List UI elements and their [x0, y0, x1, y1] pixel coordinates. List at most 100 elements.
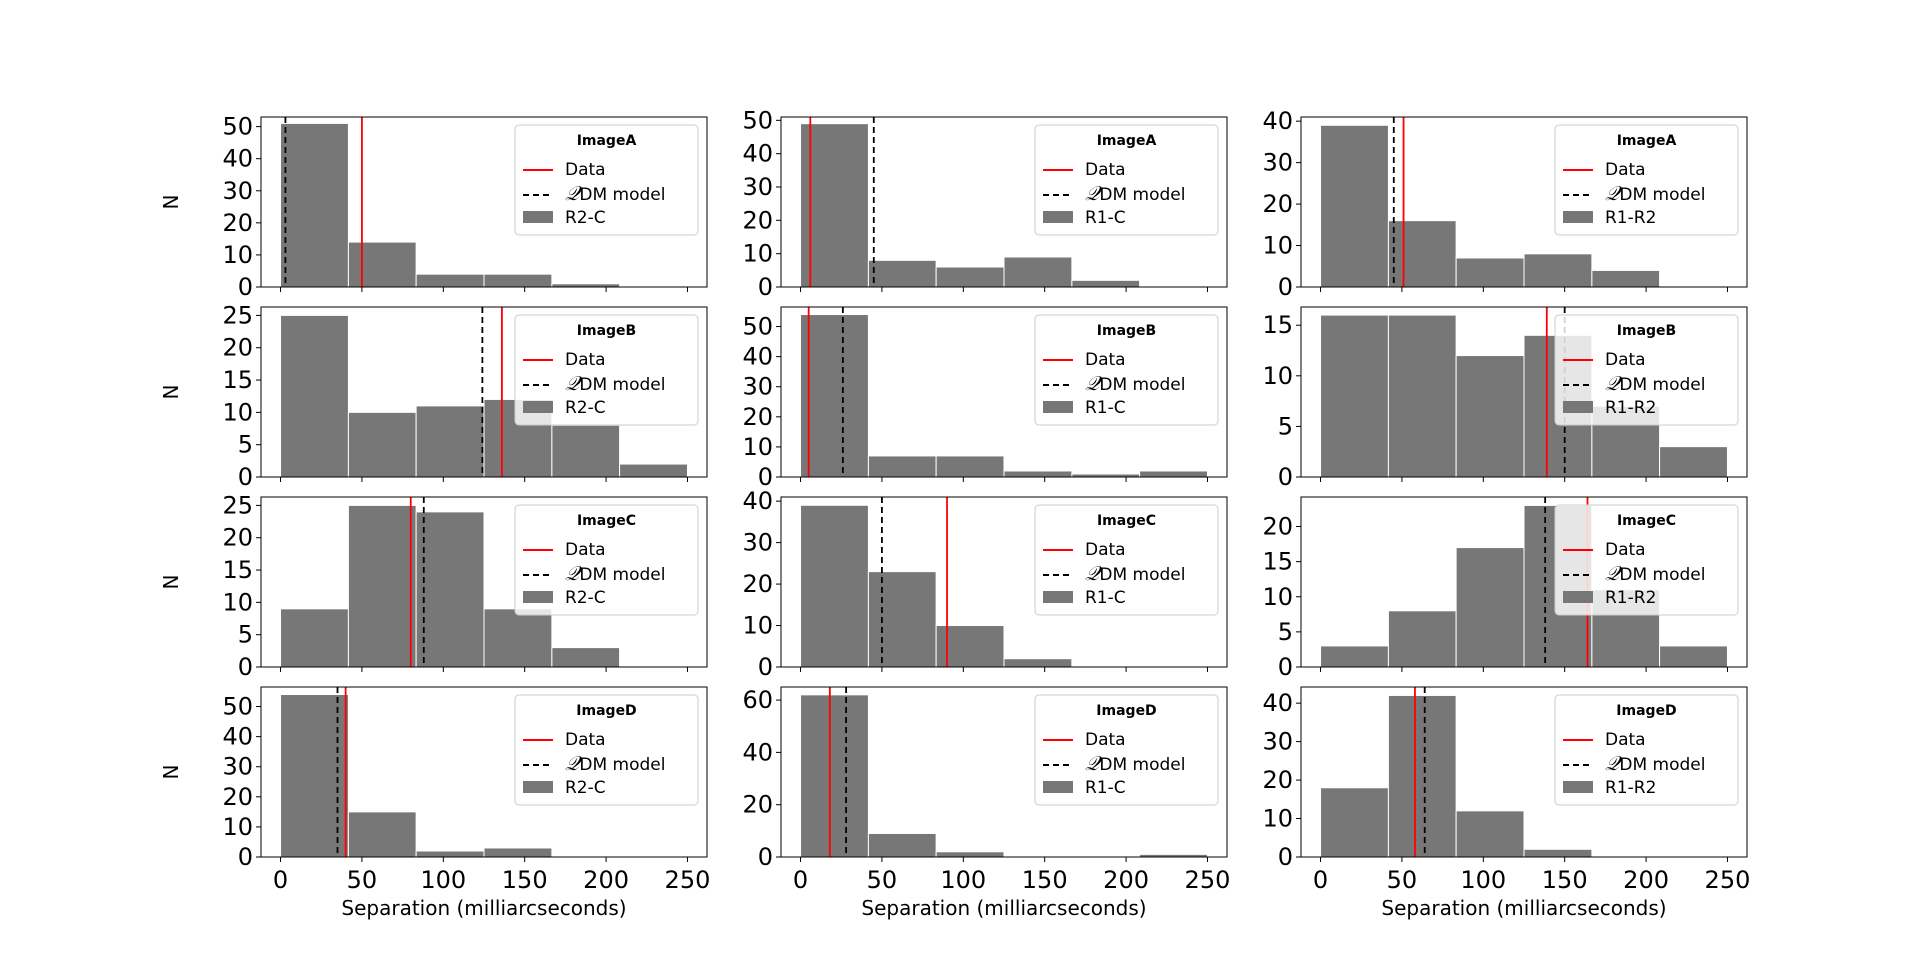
histogram-bar [1523, 253, 1593, 288]
legend-model-prefix: 𝒬 [1605, 371, 1623, 395]
y-tick-label: 20 [222, 334, 253, 362]
y-tick-label: 10 [1262, 583, 1293, 611]
y-tick-label: 0 [758, 273, 773, 301]
y-axis-label: N [159, 765, 183, 780]
histogram-bar [1591, 269, 1661, 288]
legend-title: ImageC [1097, 513, 1156, 529]
y-tick-label: 5 [1278, 412, 1293, 440]
x-tick-label: 250 [1705, 866, 1751, 894]
histogram-bar [347, 504, 417, 668]
axes-frame [260, 686, 708, 858]
legend-data-label: Data [1085, 160, 1126, 180]
legend-model-text: DM model [579, 375, 665, 395]
histogram-bar [1003, 256, 1073, 288]
legend-box [1554, 124, 1739, 236]
legend-box [1554, 504, 1739, 616]
y-tick-label: 5 [238, 621, 253, 649]
y-tick-label: 10 [1262, 805, 1293, 833]
legend-model-label: 𝒬DM model [565, 181, 665, 205]
legend-series-label: R2-C [565, 588, 606, 608]
y-tick-label: 0 [1278, 463, 1293, 491]
y-tick-label: 30 [742, 373, 773, 401]
legend-series-label: R1-R2 [1605, 208, 1656, 228]
legend-title: ImageB [577, 323, 636, 339]
y-axis-label: N [159, 195, 183, 210]
histogram-bar [1523, 848, 1593, 858]
legend-model-label: 𝒬DM model [1085, 181, 1185, 205]
y-tick-label: 20 [1262, 513, 1293, 541]
y-tick-label: 50 [222, 113, 253, 141]
y-tick-label: 25 [222, 301, 253, 329]
legend-model-text: DM model [1619, 565, 1705, 585]
legend-title: ImageA [1617, 133, 1677, 149]
legend-model-text: DM model [579, 185, 665, 205]
histogram-bar [1659, 446, 1728, 478]
legend-bar-swatch [1043, 781, 1073, 793]
x-tick-label: 200 [583, 866, 629, 894]
y-tick-label: 0 [1278, 653, 1293, 681]
y-tick-label: 0 [758, 463, 773, 491]
legend-model-label: 𝒬DM model [1605, 181, 1705, 205]
axes-frame [1300, 116, 1748, 288]
legend-box [1034, 124, 1219, 236]
legend-box [514, 694, 699, 806]
subplot-imaged-r1-c: 0 20 40 60 0 50 100 150 200 250 Separation (millia… [742, 686, 1230, 920]
y-tick-label: 20 [742, 403, 773, 431]
legend-bar-swatch [1563, 781, 1593, 793]
y-tick-label: 20 [222, 209, 253, 237]
y-tick-label: 10 [222, 588, 253, 616]
legend-title: ImageB [1097, 323, 1156, 339]
histogram-bar [415, 273, 485, 288]
axes-frame [780, 306, 1228, 478]
histogram-bar [867, 455, 937, 478]
y-tick-label: 30 [742, 529, 773, 557]
x-axis-label: Separation (milliarcseconds) [861, 896, 1146, 920]
y-tick-label: 40 [1262, 689, 1293, 717]
histogram-bar [347, 411, 417, 478]
legend-model-prefix: 𝒬 [1085, 181, 1103, 205]
histogram-bar [867, 832, 937, 858]
y-tick-label: 0 [238, 463, 253, 491]
y-tick-label: 0 [1278, 273, 1293, 301]
legend-title: ImageD [1616, 703, 1676, 719]
legend-model-text: DM model [1099, 185, 1185, 205]
histogram-bar [935, 851, 1005, 858]
y-tick-label: 30 [1262, 149, 1293, 177]
histogram-bar [483, 273, 553, 288]
legend-model-label: 𝒬DM model [1085, 561, 1185, 585]
legend-model-text: DM model [1619, 755, 1705, 775]
legend-model-prefix: 𝒬 [1605, 181, 1623, 205]
histogram-bar [551, 647, 621, 668]
histogram-bar [867, 571, 937, 668]
y-tick-label: 40 [742, 343, 773, 371]
y-tick-label: 10 [222, 398, 253, 426]
histogram-bar [347, 811, 417, 858]
legend-model-prefix: 𝒬 [1085, 371, 1103, 395]
histogram-bar [415, 511, 485, 668]
y-tick-label: 0 [238, 843, 253, 871]
histogram-bar [800, 504, 869, 668]
legend-model-text: DM model [579, 565, 665, 585]
legend-box [514, 124, 699, 236]
axes-frame [780, 496, 1228, 668]
y-tick-label: 0 [238, 273, 253, 301]
legend-model-label: 𝒬DM model [1605, 751, 1705, 775]
x-tick-label: 50 [347, 866, 378, 894]
legend-data-label: Data [1605, 160, 1646, 180]
legend-bar-swatch [1563, 401, 1593, 413]
y-tick-label: 30 [1262, 728, 1293, 756]
y-tick-label: 50 [742, 106, 773, 134]
legend-title: ImageA [577, 133, 637, 149]
legend-data-label: Data [1605, 540, 1646, 560]
legend-box [514, 504, 699, 616]
y-tick-label: 20 [742, 791, 773, 819]
legend-box [1554, 694, 1739, 806]
